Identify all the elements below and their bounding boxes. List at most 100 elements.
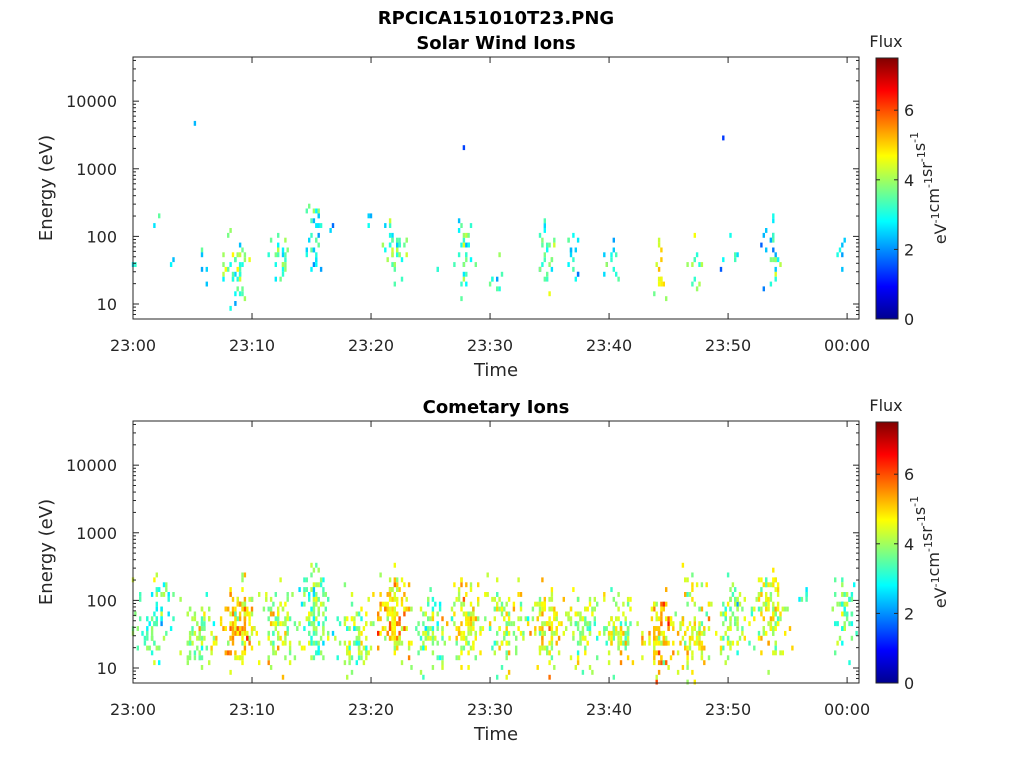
colorbar	[875, 421, 899, 684]
spectrogram-cell	[284, 630, 287, 636]
spectrogram-cell	[238, 291, 242, 297]
spectrogram-cell	[543, 223, 546, 228]
spectrogram-cell	[443, 640, 446, 646]
spectrogram-cell	[760, 650, 763, 656]
spectrogram-cell	[491, 645, 494, 651]
spectrogram-cell	[676, 630, 680, 636]
spectrogram-cell	[574, 621, 577, 627]
spectrogram-cell	[346, 626, 349, 631]
spectrogram-cell	[465, 257, 468, 263]
spectrogram-cell	[676, 669, 680, 675]
spectrogram-cell	[850, 621, 854, 627]
spectrogram-cell	[543, 218, 546, 224]
spectrogram-cell	[526, 621, 530, 627]
spectrogram-cell	[688, 635, 692, 641]
spectrogram-cell	[336, 655, 339, 661]
spectrogram-cell	[607, 635, 611, 641]
spectrogram-cell	[400, 257, 404, 263]
spectrogram-cell	[312, 621, 316, 627]
spectrogram-cell	[700, 640, 704, 646]
spectrogram-cell	[167, 611, 170, 617]
spectrogram-cell	[569, 621, 573, 627]
spectrogram-cell	[386, 592, 389, 597]
spectrogram-cell	[550, 655, 554, 661]
spectrogram-cell	[162, 592, 166, 597]
spectrogram-cell	[396, 237, 399, 243]
spectrogram-cell	[576, 596, 580, 602]
spectrogram-cell	[312, 616, 316, 622]
spectrogram-cell	[617, 630, 620, 636]
spectrogram-cell	[477, 616, 480, 622]
spectrogram-cell	[610, 630, 613, 636]
spectrogram-cell	[477, 601, 480, 607]
spectrogram-cell	[407, 606, 411, 612]
spectrogram-cell	[424, 635, 427, 641]
spectrogram-cell	[472, 640, 475, 646]
spectrogram-cell	[474, 635, 477, 641]
spectrogram-cell	[460, 296, 463, 302]
spectrogram-cell	[498, 606, 501, 612]
spectrogram-cell	[238, 276, 242, 282]
spectrogram-cell	[538, 266, 542, 272]
spectrogram-cell	[234, 611, 237, 617]
spectrogram-cell	[548, 596, 551, 602]
spectrogram-cell	[279, 635, 282, 641]
spectrogram-cell	[791, 645, 794, 651]
spectrogram-cell	[236, 286, 239, 292]
spectrogram-cell	[734, 616, 737, 622]
spectrogram-cell	[700, 645, 704, 651]
spectrogram-cell	[234, 291, 237, 297]
spectrogram-cell	[272, 640, 275, 646]
spectrogram-cell	[234, 630, 237, 636]
spectrogram-cell	[231, 635, 235, 641]
spectrogram-cell	[431, 630, 435, 636]
spectrogram-cell	[438, 601, 442, 607]
spectrogram-cell	[272, 645, 275, 651]
spectrogram-cell	[765, 592, 768, 597]
spectrogram-cell	[236, 601, 239, 607]
spectrogram-cell	[767, 640, 770, 646]
spectrogram-cell	[700, 655, 704, 661]
spectrogram-cell	[243, 257, 247, 263]
spectrogram-cell	[479, 630, 482, 636]
spectrogram-cell	[315, 626, 318, 631]
spectrogram-cell	[541, 262, 544, 267]
spectrogram-cell	[507, 650, 511, 656]
spectrogram-cell	[191, 626, 194, 631]
spectrogram-cell	[845, 616, 849, 622]
spectrogram-cell	[274, 262, 277, 267]
spectrogram-cell	[619, 650, 623, 656]
spectrogram-cell	[767, 621, 770, 627]
spectrogram-cell	[519, 616, 523, 622]
spectrogram-cell	[243, 596, 247, 602]
spectrogram-cell	[436, 655, 439, 661]
spectrogram-cell	[281, 621, 285, 627]
y-tick-label: 1000	[76, 160, 117, 179]
spectrogram-cell	[343, 660, 347, 666]
spectrogram-cell	[603, 626, 606, 631]
colorbar-tick-label: 0	[904, 310, 914, 329]
spectrogram-cell	[227, 640, 230, 646]
spectrogram-cell	[546, 621, 549, 627]
spectrogram-cell	[393, 616, 396, 622]
spectrogram-cell	[581, 616, 585, 622]
spectrogram-cell	[805, 596, 808, 602]
spectrogram-cell	[776, 257, 780, 263]
spectrogram-cell	[555, 630, 558, 636]
spectrogram-cell	[231, 621, 235, 627]
spectrogram-cell	[729, 587, 732, 592]
spectrogram-cell	[496, 640, 499, 646]
spectrogram-cell	[286, 596, 289, 602]
spectrogram-cell	[548, 621, 551, 627]
spectrogram-cell	[258, 592, 261, 597]
spectrogram-cell	[303, 592, 306, 597]
spectrogram-cell	[700, 650, 704, 656]
spectrogram-cell	[453, 582, 456, 588]
spectrogram-cell	[605, 640, 608, 646]
spectrogram-cell	[227, 650, 230, 656]
spectrogram-cell	[698, 635, 701, 641]
spectrogram-cell	[212, 635, 216, 641]
spectrogram-cell	[769, 281, 773, 287]
spectrogram-cell	[377, 645, 380, 651]
spectrogram-cell	[322, 577, 325, 583]
